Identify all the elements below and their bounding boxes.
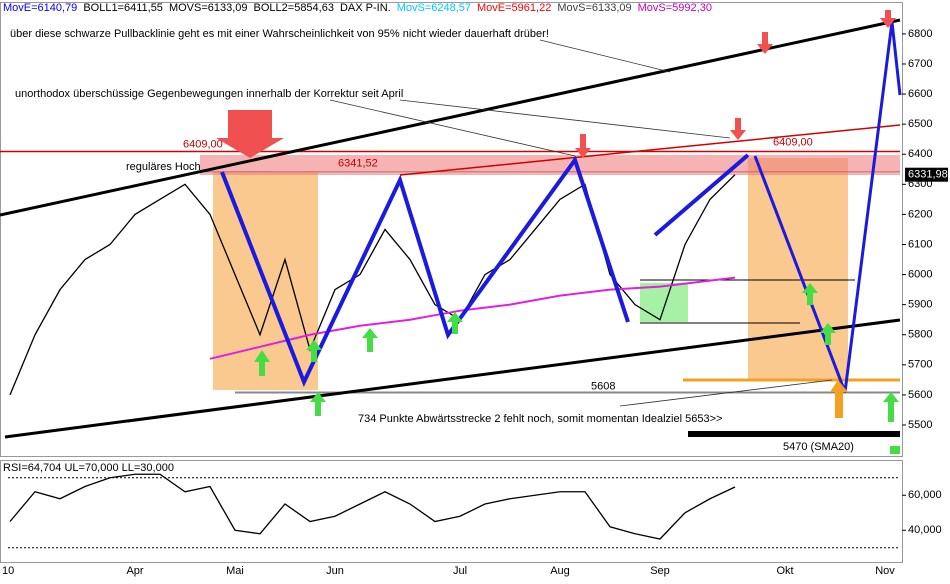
trend-line [399,124,901,176]
level-label: 5608 [591,380,615,392]
arrow-red [216,110,284,158]
y-tick-label: 5900 [908,299,932,311]
x-tick-label: Jun [326,565,344,577]
price-panel [0,2,903,457]
series-line [9,473,736,540]
y-tick-label: 5600 [908,389,932,401]
arrows-green [254,283,900,454]
annotation: reguläres Hoch [126,161,201,173]
y-tick-label: 5800 [908,329,932,341]
level-label: 6341,52 [338,158,378,170]
y-tick-label: 6700 [908,58,932,70]
y-tick-label: 6600 [908,88,932,100]
x-tick-label: Sep [650,565,670,577]
support-line [4,318,901,439]
indicator-value: MOVS=6133,09 [169,2,248,14]
x-tick-label: Jul [453,565,467,577]
indicator-value: MovS=6133,09 [557,2,631,14]
x-tick-label: 10 [2,565,14,577]
y-tick-label: 6500 [908,118,932,130]
resistance-band [200,155,900,175]
indicator-value: BOLL2=5854,63 [254,2,334,14]
last-price-label: 6331,98 [908,169,948,181]
y-tick-label: 6100 [908,238,932,250]
annotation: unorthodox überschüssige Gegenbewegungen… [15,88,403,100]
pullback-line [0,18,901,217]
level-label: 6409,00 [183,138,223,150]
annotation: über diese schwarze Pullbacklinie geht e… [10,28,549,40]
annotation-pointers [329,39,833,407]
y-tick-label: 40,000 [908,524,942,536]
annotation: 734 Punkte Abwärtsstrecke 2 fehlt noch, … [358,413,722,425]
y-tick-label: 60,000 [908,489,942,501]
y-tick-label: 6200 [908,208,932,220]
y-tick-label: 6400 [908,148,932,160]
zone [640,283,688,322]
y-tick-label: 6000 [908,268,932,280]
y-tick-label: 6800 [908,28,932,40]
indicator-value: MovS=6248,57 [397,2,471,14]
wave-projection [753,21,902,393]
indicator-value: BOLL1=6411,55 [83,2,163,14]
indicator-header: MovE=6140,79 BOLL1=6411,55 MOVS=6133,09 BOL… [3,2,712,14]
indicator-value: MovE=6140,79 [3,2,77,14]
rsi-panel [0,460,903,563]
rsi-title: RSI=64,704 UL=70,000 LL=30,000 [3,462,174,474]
level-label: 6409,00 [773,136,813,148]
x-tick-label: Aug [550,565,570,577]
level-label: 5470 (SMA20) [783,441,854,453]
series-line [209,276,736,360]
indicator-value: MovS=5992,30 [638,2,712,14]
arrow-orange [830,380,848,418]
x-tick-label: Mai [226,565,244,577]
y-tick-label: 5500 [908,419,932,431]
x-tick-label: Nov [875,565,895,577]
arrows-red [575,10,896,158]
indicator-value: DAX P-IN. [340,2,391,14]
last-price-box [905,167,948,182]
wave-drawing [653,153,750,237]
x-tick-label: Okt [776,565,793,577]
y-tick-label: 5700 [908,359,932,371]
x-tick-label: Apr [126,565,143,577]
wave-drawing [220,155,630,388]
indicator-value: MovE=5961,22 [477,2,551,14]
